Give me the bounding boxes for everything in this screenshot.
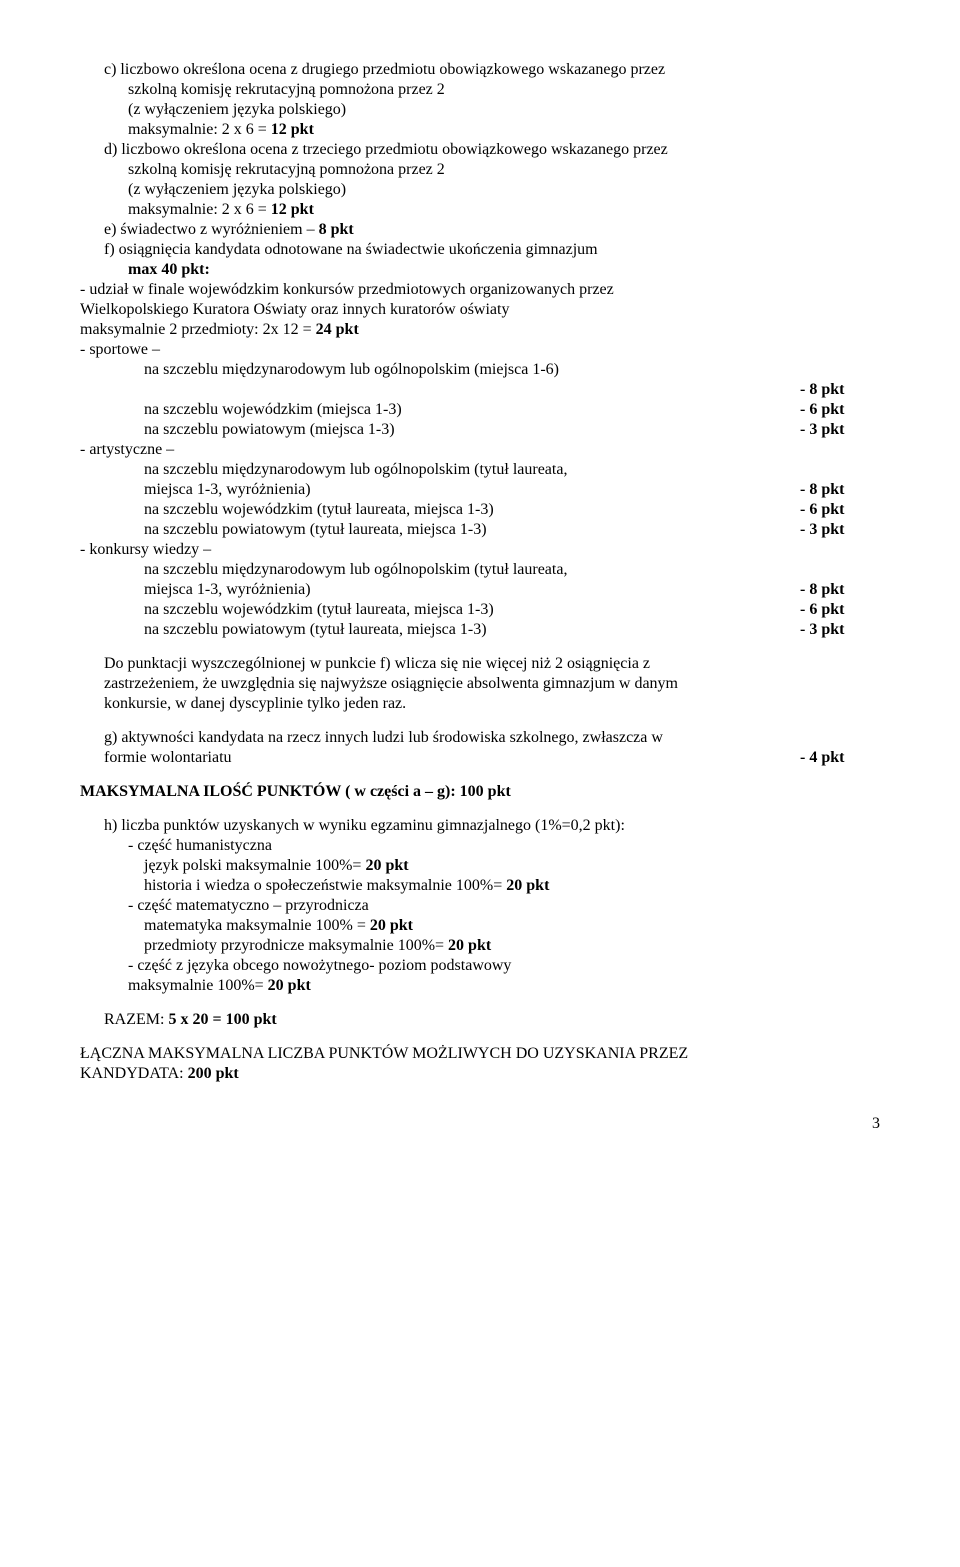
item-e-text: e) świadectwo z wyróżnieniem – — [104, 221, 319, 238]
item-h-l7b: 20 pkt — [448, 937, 491, 954]
art-r3-text: na szczeblu powiatowym (tytuł laureata, … — [144, 520, 800, 540]
sport-head: - sportowe – — [80, 340, 880, 360]
item-h-l4b: 20 pkt — [506, 877, 549, 894]
sport-r3-text: na szczeblu powiatowym (miejsca 1-3) — [144, 420, 800, 440]
sport-r1-pts: - 8 pkt — [800, 380, 880, 400]
item-h-l9b: 20 pkt — [268, 977, 311, 994]
art-r1-text: miejsca 1-3, wyróżnienia) — [144, 480, 800, 500]
item-f-line4: Wielkopolskiego Kuratora Oświaty oraz in… — [80, 300, 880, 320]
item-e: e) świadectwo z wyróżnieniem – 8 pkt — [80, 220, 880, 240]
kw-r1-pts: - 8 pkt — [800, 580, 880, 600]
item-h-l3: język polski maksymalnie 100%= 20 pkt — [80, 856, 880, 876]
item-d-line2: szkolną komisję rekrutacyjną pomnożona p… — [80, 160, 880, 180]
razem-b: 5 x 20 = 100 pkt — [168, 1011, 276, 1028]
para1-l2: zastrzeżeniem, że uwzględnia się najwyżs… — [80, 674, 880, 694]
item-c-line3: (z wyłączeniem języka polskiego) — [80, 100, 880, 120]
kw-r2-text: na szczeblu wojewódzkim (tytuł laureata,… — [144, 600, 800, 620]
item-d-line4: maksymalnie: 2 x 6 = 12 pkt — [80, 200, 880, 220]
kw-r1-text: miejsca 1-3, wyróżnienia) — [144, 580, 800, 600]
kw-r2: na szczeblu wojewódzkim (tytuł laureata,… — [80, 600, 880, 620]
sport-r2-text: na szczeblu wojewódzkim (miejsca 1-3) — [144, 400, 800, 420]
kw-l1: na szczeblu międzynarodowym lub ogólnopo… — [80, 560, 880, 580]
final-l2a: KANDYDATA: — [80, 1065, 188, 1082]
razem: RAZEM: 5 x 20 = 100 pkt — [80, 1010, 880, 1030]
item-h-l3a: język polski maksymalnie 100%= — [144, 857, 365, 874]
item-e-pts: 8 pkt — [319, 221, 354, 238]
art-r1: miejsca 1-3, wyróżnienia) - 8 pkt — [80, 480, 880, 500]
item-d-line4a: maksymalnie: 2 x 6 = — [128, 201, 271, 218]
item-h-l6: matematyka maksymalnie 100% = 20 pkt — [80, 916, 880, 936]
item-f-pts: 24 pkt — [316, 321, 359, 338]
art-r1-pts: - 8 pkt — [800, 480, 880, 500]
item-c-line4a: maksymalnie: 2 x 6 = — [128, 121, 271, 138]
item-g-text: formie wolontariatu — [104, 748, 800, 768]
sport-r2: na szczeblu wojewódzkim (miejsca 1-3) - … — [80, 400, 880, 420]
kw-r3: na szczeblu powiatowym (tytuł laureata, … — [80, 620, 880, 640]
final-l2: KANDYDATA: 200 pkt — [80, 1064, 880, 1084]
razem-a: RAZEM: — [104, 1011, 168, 1028]
item-h-l1: h) liczba punktów uzyskanych w wyniku eg… — [80, 816, 880, 836]
item-c-line1: c) liczbowo określona ocena z drugiego p… — [80, 60, 880, 80]
item-h-l4a: historia i wiedza o społeczeństwie maksy… — [144, 877, 506, 894]
sport-r3-pts: - 3 pkt — [800, 420, 880, 440]
item-c-pts: 12 pkt — [271, 121, 314, 138]
para1-l1: Do punktacji wyszczególnionej w punkcie … — [80, 654, 880, 674]
sport-r2-pts: - 6 pkt — [800, 400, 880, 420]
sport-r1-text: na szczeblu międzynarodowym lub ogólnopo… — [80, 360, 880, 380]
item-h-l4: historia i wiedza o społeczeństwie maksy… — [80, 876, 880, 896]
art-r3: na szczeblu powiatowym (tytuł laureata, … — [80, 520, 880, 540]
item-h-l6b: 20 pkt — [370, 917, 413, 934]
sport-r1-pts-row: - 8 pkt — [80, 380, 880, 400]
item-c-line4: maksymalnie: 2 x 6 = 12 pkt — [80, 120, 880, 140]
item-c-line2: szkolną komisję rekrutacyjną pomnożona p… — [80, 80, 880, 100]
art-r3-pts: - 3 pkt — [800, 520, 880, 540]
item-d-line3: (z wyłączeniem języka polskiego) — [80, 180, 880, 200]
sport-r1-empty — [144, 380, 800, 400]
item-f-line1: f) osiągnięcia kandydata odnotowane na ś… — [80, 240, 880, 260]
art-head: - artystyczne – — [80, 440, 880, 460]
item-h-l3b: 20 pkt — [365, 857, 408, 874]
item-h-l5: - część matematyczno – przyrodnicza — [80, 896, 880, 916]
item-f-line5a: maksymalnie 2 przedmioty: 2x 12 = — [80, 321, 316, 338]
max-a-g: MAKSYMALNA ILOŚĆ PUNKTÓW ( w części a – … — [80, 782, 880, 802]
kw-r3-text: na szczeblu powiatowym (tytuł laureata, … — [144, 620, 800, 640]
kw-r1: miejsca 1-3, wyróżnienia) - 8 pkt — [80, 580, 880, 600]
para1-l3: konkursie, w danej dyscyplinie tylko jed… — [80, 694, 880, 714]
sport-r3: na szczeblu powiatowym (miejsca 1-3) - 3… — [80, 420, 880, 440]
art-r2-pts: - 6 pkt — [800, 500, 880, 520]
kw-head: - konkursy wiedzy – — [80, 540, 880, 560]
item-h-l2: - część humanistyczna — [80, 836, 880, 856]
item-g-l1: g) aktywności kandydata na rzecz innych … — [80, 728, 880, 748]
item-f-line3: - udział w finale wojewódzkim konkursów … — [80, 280, 880, 300]
item-f-max: max 40 pkt: — [80, 260, 880, 280]
final-l2b: 200 pkt — [188, 1065, 239, 1082]
item-h-l6a: matematyka maksymalnie 100% = — [144, 917, 370, 934]
art-r2-text: na szczeblu wojewódzkim (tytuł laureata,… — [144, 500, 800, 520]
item-d-pts: 12 pkt — [271, 201, 314, 218]
art-l1: na szczeblu międzynarodowym lub ogólnopo… — [80, 460, 880, 480]
item-h-l7a: przedmioty przyrodnicze maksymalnie 100%… — [144, 937, 448, 954]
item-f-line5: maksymalnie 2 przedmioty: 2x 12 = 24 pkt — [80, 320, 880, 340]
page-number: 3 — [80, 1114, 880, 1134]
final-l1: ŁĄCZNA MAKSYMALNA LICZBA PUNKTÓW MOŻLIWY… — [80, 1044, 880, 1064]
item-h-l9a: maksymalnie 100%= — [128, 977, 268, 994]
kw-r2-pts: - 6 pkt — [800, 600, 880, 620]
art-r2: na szczeblu wojewódzkim (tytuł laureata,… — [80, 500, 880, 520]
item-h-l7: przedmioty przyrodnicze maksymalnie 100%… — [80, 936, 880, 956]
item-d-line1: d) liczbowo określona ocena z trzeciego … — [80, 140, 880, 160]
item-g-row: formie wolontariatu - 4 pkt — [80, 748, 880, 768]
item-h-l8: - część z języka obcego nowożytnego- poz… — [80, 956, 880, 976]
item-h-l9: maksymalnie 100%= 20 pkt — [80, 976, 880, 996]
kw-r3-pts: - 3 pkt — [800, 620, 880, 640]
item-g-pts: - 4 pkt — [800, 748, 880, 768]
